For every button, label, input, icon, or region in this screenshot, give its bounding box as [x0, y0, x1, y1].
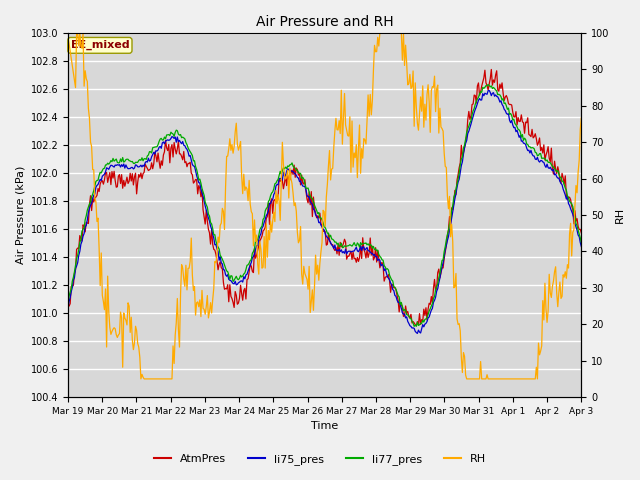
li75_pres — [281, 173, 289, 179]
AtmPres — [64, 303, 72, 309]
Line: AtmPres: AtmPres — [68, 70, 581, 326]
Line: RH: RH — [68, 33, 581, 379]
li75_pres — [224, 272, 232, 277]
Legend: AtmPres, li75_pres, li77_pres, RH: AtmPres, li75_pres, li77_pres, RH — [150, 450, 490, 469]
Line: li77_pres: li77_pres — [68, 84, 581, 326]
AtmPres — [281, 180, 289, 186]
AtmPres — [351, 255, 359, 261]
RH — [73, 30, 81, 36]
li77_pres — [532, 150, 540, 156]
li77_pres — [442, 237, 450, 242]
li75_pres — [442, 242, 450, 248]
li77_pres — [281, 166, 289, 172]
AtmPres — [532, 136, 540, 142]
AtmPres — [577, 230, 585, 236]
RH — [226, 136, 234, 142]
li75_pres — [64, 305, 72, 311]
li77_pres — [410, 324, 418, 329]
RH — [577, 115, 585, 120]
li75_pres — [532, 156, 540, 162]
Y-axis label: Air Pressure (kPa): Air Pressure (kPa) — [15, 166, 25, 264]
Title: Air Pressure and RH: Air Pressure and RH — [256, 15, 394, 29]
li75_pres — [351, 246, 359, 252]
RH — [532, 364, 540, 370]
RH — [64, 34, 72, 39]
li77_pres — [484, 82, 492, 87]
li77_pres — [577, 240, 585, 246]
li75_pres — [376, 257, 384, 263]
RH — [378, 30, 386, 36]
li77_pres — [224, 269, 232, 275]
AtmPres — [412, 323, 420, 329]
RH — [353, 175, 361, 180]
li75_pres — [485, 87, 493, 93]
Text: EE_mixed: EE_mixed — [70, 40, 129, 50]
li77_pres — [351, 242, 359, 248]
li75_pres — [413, 331, 421, 336]
li75_pres — [577, 244, 585, 250]
Line: li75_pres: li75_pres — [68, 90, 581, 334]
Y-axis label: RH: RH — [615, 207, 625, 223]
AtmPres — [376, 265, 384, 271]
X-axis label: Time: Time — [311, 421, 339, 432]
AtmPres — [488, 67, 495, 72]
AtmPres — [442, 242, 450, 248]
AtmPres — [224, 282, 232, 288]
li77_pres — [64, 299, 72, 305]
li77_pres — [376, 253, 384, 259]
RH — [283, 173, 291, 179]
RH — [137, 376, 145, 382]
RH — [444, 193, 451, 199]
